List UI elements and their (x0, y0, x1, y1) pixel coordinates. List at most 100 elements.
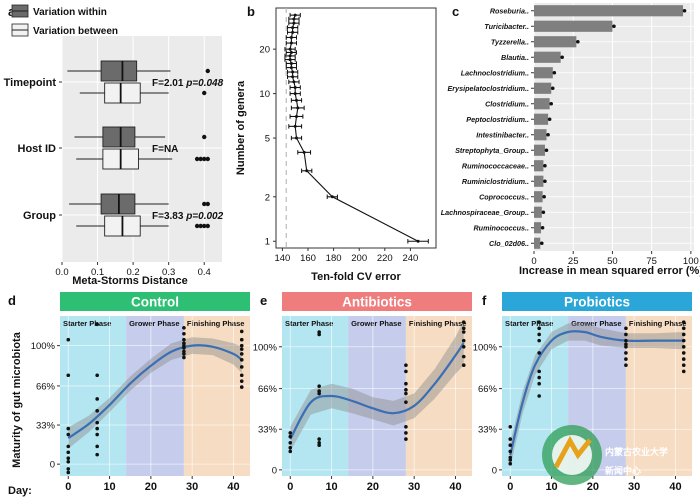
genus-label: Turicibacter.. (484, 22, 529, 31)
panel-b-x-tick-label: 240 (402, 253, 418, 264)
trajectory-x-tick-label: 30 (408, 481, 420, 493)
panel-label-c: c (452, 4, 459, 19)
trajectory-y-tick-label: 66% (478, 384, 498, 395)
panel-b-line-chart: 140 160 180 200 220 240 1 2 5 10 20 Ten-fold CV er… (235, 7, 437, 283)
sample-point (461, 344, 466, 349)
cv-point (288, 54, 292, 58)
panel-b-x-tick-label: 160 (300, 253, 316, 264)
panel-c-x-tick-label: 100 (683, 256, 699, 267)
cv-point (292, 21, 296, 25)
panel-c-x-tick-label: 50 (607, 256, 618, 267)
panel-c-x-tick-label: 75 (646, 256, 657, 267)
genus-label: Ruminococcus.. (473, 223, 529, 232)
phase-label: Finishing Phase (629, 319, 687, 328)
trajectory-x-tick-label: 20 (145, 481, 157, 493)
sample-point (461, 320, 466, 324)
sample-point (508, 458, 513, 462)
genus-label: Coprococcus.. (479, 192, 529, 201)
confidence-band (510, 323, 684, 468)
importance-bar-point (541, 210, 546, 215)
importance-bar-point (550, 86, 555, 91)
watermark-line-2: 新闻中心 (605, 465, 641, 476)
sample-point (624, 357, 628, 361)
cv-point (291, 30, 295, 34)
genus-label: Lachnospiraceae_Group.. (441, 208, 529, 217)
sample-point (66, 337, 71, 342)
importance-bar (534, 36, 577, 48)
trajectory-x-tick-label: 40 (449, 481, 461, 493)
cv-point (302, 150, 306, 154)
sample-point (182, 326, 186, 330)
importance-bar (534, 51, 561, 63)
panel-b-x-tick-label: 220 (377, 253, 393, 264)
sample-point (404, 437, 408, 441)
sample-point (624, 363, 628, 368)
sample-point (681, 332, 686, 337)
sample-point (317, 437, 321, 441)
sample-point (624, 332, 628, 337)
sample-point (288, 431, 293, 435)
watermark-line-1: 内蒙古农业大学 (605, 446, 668, 457)
sample-point (317, 440, 321, 445)
sample-point (508, 449, 513, 454)
phase-label: Starter Phase (63, 319, 111, 328)
importance-bar (534, 191, 543, 203)
sample-point (537, 338, 541, 343)
cv-point (293, 124, 297, 128)
sample-point (182, 337, 186, 342)
sample-point (681, 320, 686, 324)
sample-point (95, 452, 99, 457)
sample-point (288, 445, 293, 450)
panel-title-banner (60, 292, 250, 311)
sample-point (461, 330, 466, 334)
importance-bar (534, 206, 542, 218)
sample-point (404, 400, 408, 404)
panel-b-y-tick-label: 20 (259, 45, 270, 56)
panel-b-x-tick-label: 200 (351, 253, 367, 264)
genus-label: Intestinibacter.. (476, 130, 529, 139)
panel-c-x-tick-label: 0 (531, 256, 536, 267)
sample-point (624, 338, 628, 343)
stat-f-value: F=2.01 (152, 78, 184, 89)
panel-b-x-tick-label: 140 (274, 253, 290, 264)
importance-bar (534, 98, 550, 110)
sample-point (624, 342, 628, 347)
sample-point (681, 357, 686, 361)
phase-band (625, 316, 692, 476)
sample-point (317, 391, 321, 396)
sample-point (537, 351, 541, 355)
trajectory-x-tick-label: 10 (325, 481, 337, 493)
cv-point (291, 26, 295, 30)
panel-b-x-tick-label: 180 (326, 253, 342, 264)
panel-a-boxplot: F=2.01 p=0.048 F=NA F=3.83 p=0.002 Timepoi… (4, 4, 224, 287)
maturity-y-axis-title: Maturity of gut microbiota (11, 331, 23, 468)
sample-point (95, 373, 99, 378)
cv-point (292, 80, 296, 84)
sample-point (461, 363, 466, 368)
logo-mark (553, 435, 592, 469)
sample-point (508, 424, 513, 429)
sample-point (239, 343, 244, 348)
sample-point (66, 432, 71, 437)
trajectory-x-tick-label: 10 (545, 481, 557, 493)
cv-point (293, 85, 297, 89)
phase-band (60, 316, 127, 476)
sample-point (95, 409, 99, 413)
trajectory-y-tick-label: 33% (478, 425, 498, 436)
panel-a-plot-background (62, 36, 222, 262)
panel-b-x-axis-title: Ten-fold CV error (311, 271, 401, 283)
trajectory-y-tick-label: 0 (492, 465, 497, 476)
phase-band (126, 316, 184, 476)
maturity-fit-line (509, 330, 684, 456)
group-stat-0: F=2.01 p=0.048 (152, 78, 224, 89)
sample-point (66, 456, 71, 461)
sample-point (317, 389, 321, 393)
trajectory-x-tick-label: 0 (287, 481, 293, 493)
sample-point (239, 365, 244, 369)
sample-point (239, 352, 244, 356)
cv-point (305, 169, 309, 173)
box-outlier (205, 68, 210, 74)
sample-point (537, 375, 541, 380)
sample-point (681, 326, 686, 331)
importance-bar (534, 20, 613, 32)
